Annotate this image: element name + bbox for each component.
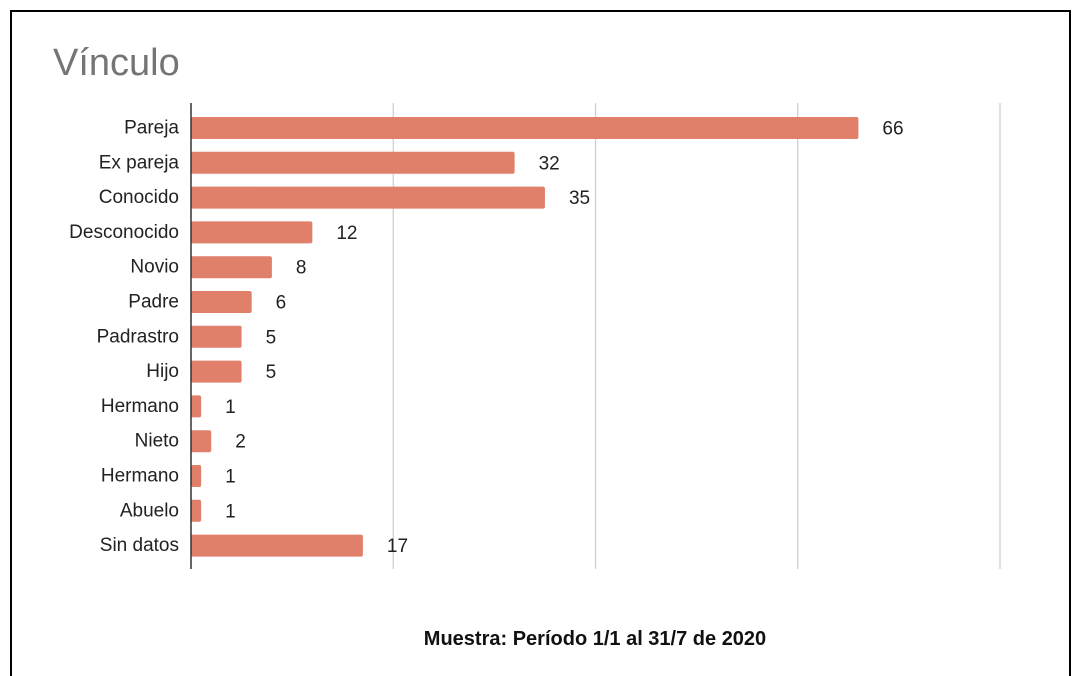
bar-6: [191, 325, 242, 348]
bar-11: [191, 499, 202, 522]
bar-8: [191, 395, 202, 418]
bar-2: [191, 186, 545, 209]
value-label: 8: [296, 258, 307, 279]
category-label: Padrastro: [97, 326, 179, 347]
bar-7: [191, 360, 242, 383]
bars: [191, 117, 859, 557]
bar-4: [191, 256, 272, 279]
value-label: 35: [569, 188, 590, 209]
value-label: 12: [336, 223, 357, 244]
bar-10: [191, 465, 202, 487]
value-label: 1: [225, 467, 236, 488]
category-label: Conocido: [99, 187, 179, 208]
chart-title: Vínculo: [53, 42, 180, 84]
category-label: Hermano: [101, 466, 179, 487]
category-label: Abuelo: [120, 500, 179, 521]
bar-1: [191, 151, 515, 174]
bar-9: [191, 430, 212, 453]
gridlines: [392, 103, 1001, 569]
bar-3: [191, 221, 313, 244]
value-label: 1: [225, 501, 236, 522]
category-label: Desconocido: [69, 222, 179, 243]
category-label: Hermano: [101, 396, 179, 417]
category-label: Hijo: [146, 361, 179, 382]
value-label: 1: [225, 397, 236, 418]
value-label: 6: [276, 293, 287, 314]
bar-5: [191, 291, 252, 313]
category-labels: Pareja Ex pareja Conocido Desconocido Novio P…: [69, 118, 179, 557]
category-label: Pareja: [124, 118, 179, 139]
value-label: 66: [882, 119, 903, 140]
category-label: Ex pareja: [99, 152, 180, 173]
value-label: 5: [266, 362, 277, 383]
category-label: Novio: [130, 257, 179, 278]
value-label: 32: [539, 153, 560, 174]
category-label: Sin datos: [100, 535, 179, 556]
category-label: Padre: [128, 292, 179, 313]
bar-0: [191, 117, 859, 139]
chart-caption: Muestra: Período 1/1 al 31/7 de 2020: [423, 628, 767, 650]
category-label: Nieto: [135, 431, 179, 452]
bar-12: [191, 534, 363, 557]
value-label: 2: [235, 432, 246, 453]
value-label: 17: [387, 536, 408, 557]
value-label: 5: [266, 327, 277, 348]
